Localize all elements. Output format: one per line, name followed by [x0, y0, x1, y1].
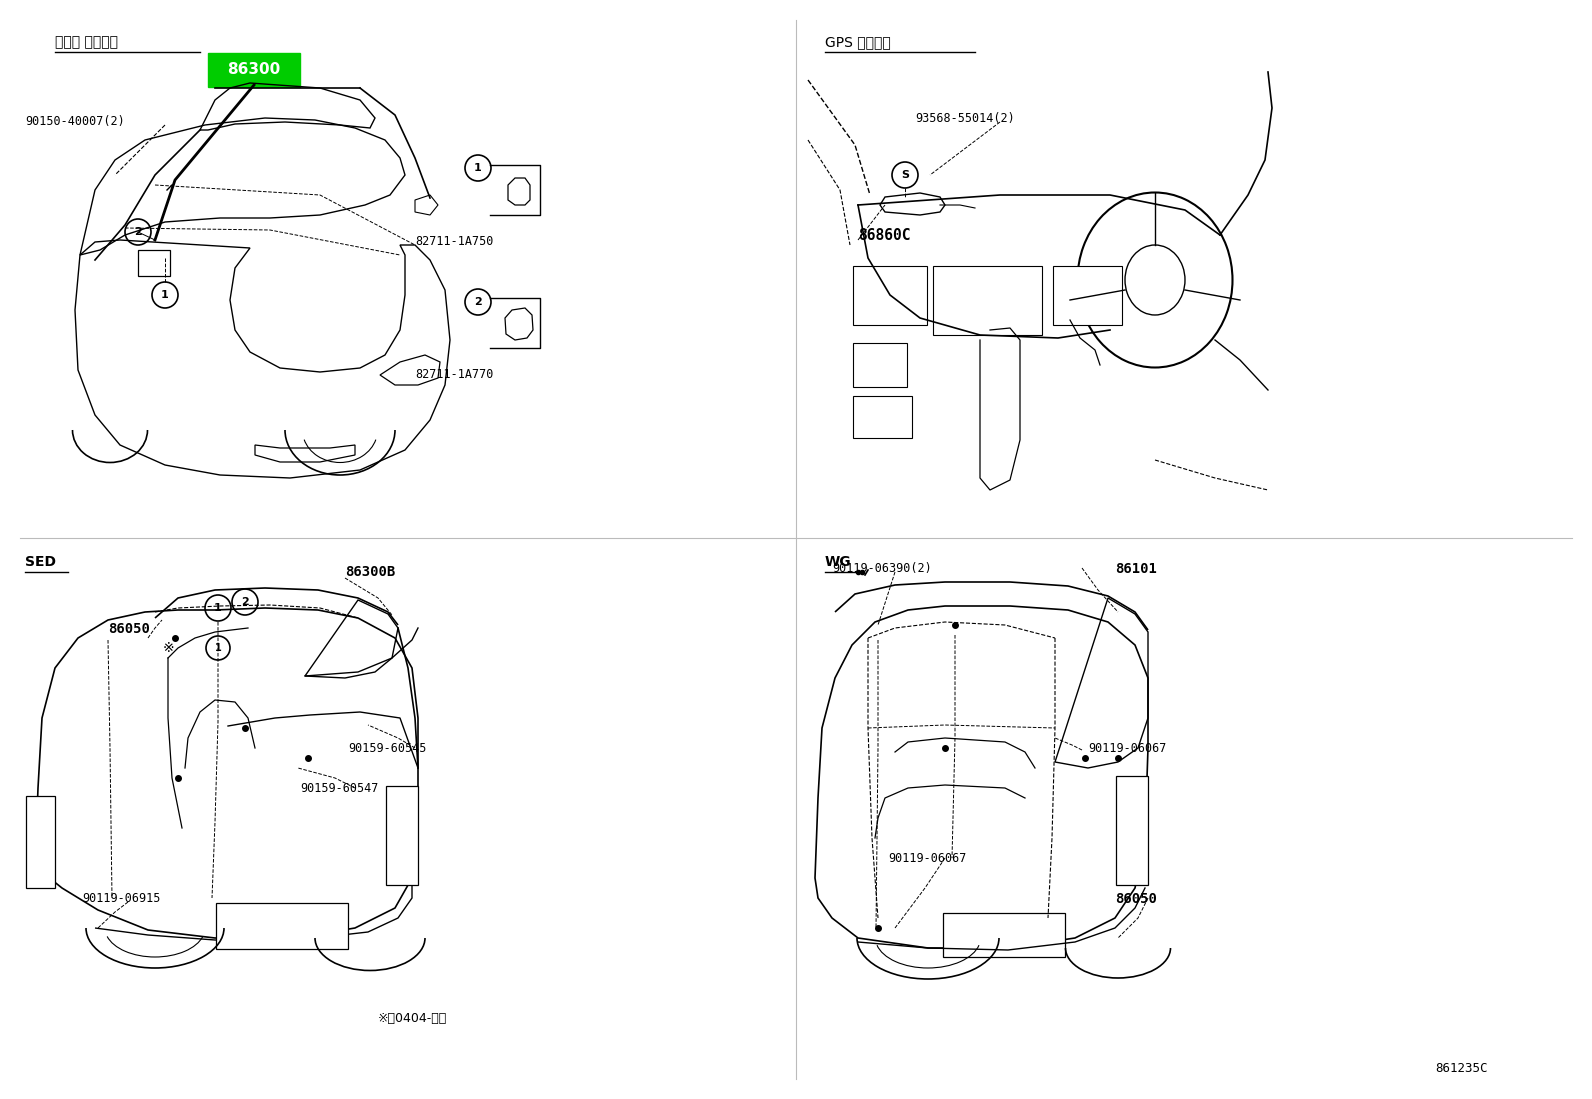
- Text: 86050: 86050: [1114, 892, 1157, 906]
- Text: 2: 2: [240, 597, 248, 607]
- FancyBboxPatch shape: [942, 913, 1065, 957]
- FancyBboxPatch shape: [209, 53, 299, 87]
- Text: 82711-1A750: 82711-1A750: [416, 235, 494, 248]
- Text: 861235C: 861235C: [1436, 1062, 1489, 1075]
- Text: S: S: [901, 170, 909, 180]
- Text: GPS アンテナ: GPS アンテナ: [825, 35, 892, 49]
- Text: 86050: 86050: [108, 622, 150, 636]
- Text: ※: ※: [162, 641, 174, 655]
- Text: 86300B: 86300B: [345, 565, 395, 579]
- Text: ※（0404-　）: ※（0404- ）: [377, 1012, 447, 1025]
- FancyBboxPatch shape: [853, 266, 927, 325]
- FancyBboxPatch shape: [25, 796, 56, 888]
- Text: 90119-06390(2): 90119-06390(2): [833, 562, 931, 575]
- Text: WG: WG: [825, 555, 852, 569]
- Text: 86300: 86300: [228, 63, 280, 78]
- Text: 1: 1: [215, 643, 221, 653]
- Text: 90119-06067: 90119-06067: [888, 852, 966, 865]
- Text: 90119-06067: 90119-06067: [1087, 742, 1167, 755]
- FancyBboxPatch shape: [933, 266, 1043, 335]
- FancyBboxPatch shape: [1116, 776, 1148, 885]
- Text: 1: 1: [474, 163, 482, 173]
- Text: 86860C: 86860C: [858, 227, 911, 243]
- Text: ビラー アンテナ: ビラー アンテナ: [56, 35, 118, 49]
- Text: 90159-60547: 90159-60547: [299, 782, 379, 795]
- Text: 93568-55014(2): 93568-55014(2): [915, 112, 1014, 125]
- Text: 86101: 86101: [1114, 562, 1157, 576]
- FancyBboxPatch shape: [139, 249, 170, 276]
- FancyBboxPatch shape: [853, 343, 907, 387]
- Text: 1: 1: [161, 290, 169, 300]
- Text: 90150-40007(2): 90150-40007(2): [25, 115, 124, 127]
- Text: 2: 2: [134, 227, 142, 237]
- Text: 82711-1A770: 82711-1A770: [416, 368, 494, 381]
- Text: 90159-60545: 90159-60545: [349, 742, 427, 755]
- FancyBboxPatch shape: [217, 903, 349, 950]
- Text: SED: SED: [25, 555, 56, 569]
- FancyBboxPatch shape: [853, 396, 912, 439]
- FancyBboxPatch shape: [385, 786, 419, 885]
- Text: 1: 1: [215, 603, 221, 613]
- Text: 90119-06915: 90119-06915: [83, 892, 161, 904]
- FancyBboxPatch shape: [1052, 266, 1122, 325]
- Text: 2: 2: [474, 297, 482, 307]
